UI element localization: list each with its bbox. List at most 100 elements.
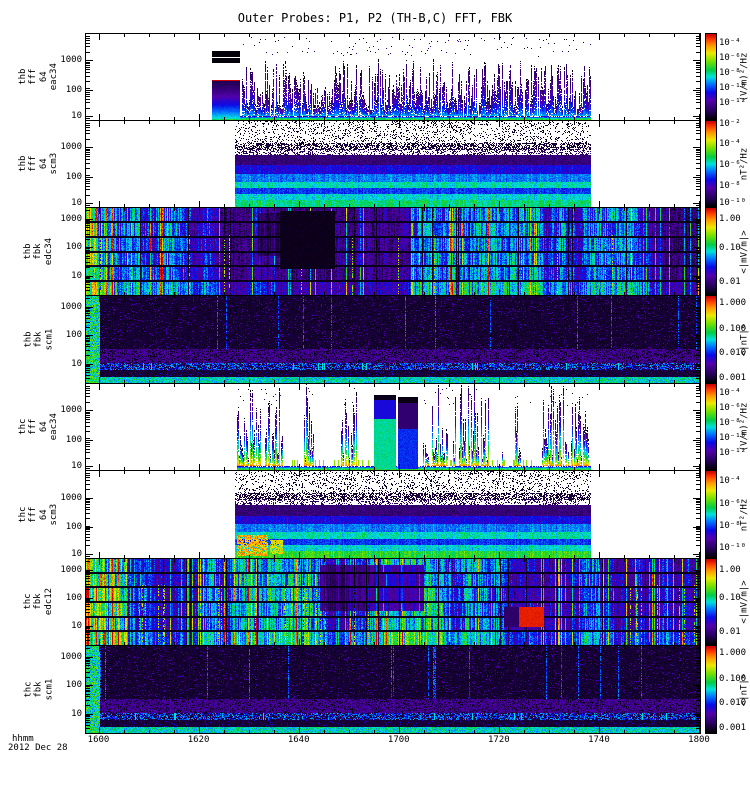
x-tick-label: 1640 <box>287 735 310 745</box>
y-tick-label: 1000 <box>60 213 82 224</box>
colorbar <box>705 558 717 646</box>
colorbar-tick-label: 0.100 <box>719 323 747 334</box>
colorbar-canvas <box>706 384 716 470</box>
y-tick-label: 10 <box>71 111 82 122</box>
colorbar-tick-label: 0.10 <box>719 242 741 253</box>
colorbar-tick-label: 0.010 <box>719 347 747 358</box>
colorbar-tick-label: 0.001 <box>719 372 747 383</box>
panel-canvas <box>86 559 700 645</box>
panel-canvas <box>86 296 700 383</box>
colorbar-tick-label: 1.000 <box>719 647 747 658</box>
colorbar <box>705 383 717 471</box>
colorbar-unit-label: <|nT|> <box>739 645 750 734</box>
colorbar-tick-label: 10⁻⁴ <box>719 138 741 149</box>
colorbar-unit-text: nT²/Hz <box>739 498 750 531</box>
colorbar-unit-label: (V/m)²/Hz <box>739 33 750 121</box>
colorbar-canvas <box>706 559 716 645</box>
y-axis-label: thb fff 64 eac34 <box>16 33 62 121</box>
colorbar-tick-label: 10⁻⁴ <box>719 476 741 487</box>
colorbar-tick-label: 10⁻⁶ <box>719 53 741 64</box>
colorbar-unit-text: (V/m)²/Hz <box>739 52 750 102</box>
colorbar-unit-text: <|mV/m|> <box>739 580 750 624</box>
x-tick-label: 1720 <box>487 735 510 745</box>
colorbar-tick-label: 10⁻⁶ <box>719 160 741 171</box>
y-axis-label: thc fff 64 eac34 <box>16 383 62 471</box>
colorbar-tick-label: 10⁻¹⁰ <box>719 82 747 93</box>
colorbar-canvas <box>706 208 716 295</box>
colorbar <box>705 207 717 296</box>
y-tick-label: 100 <box>65 434 82 445</box>
y-tick-label: 10 <box>71 620 82 631</box>
panel <box>85 383 701 471</box>
panel <box>85 120 701 208</box>
colorbar-tick-label: 1.00 <box>719 214 741 225</box>
y-tick-label: 100 <box>65 330 82 341</box>
y-tick-label: 10 <box>71 461 82 472</box>
y-axis-label: thb fff 64 scm3 <box>16 120 62 208</box>
y-tick-label: 10 <box>71 358 82 369</box>
colorbar-tick-label: 10⁻⁸ <box>719 68 741 79</box>
colorbar-canvas <box>706 646 716 733</box>
colorbar-tick-label: 10⁻¹⁰ <box>719 198 747 209</box>
plot-title: Outer Probes: P1, P2 (TH-B,C) FFT, FBK <box>237 11 513 25</box>
colorbar-unit-label: <|nT|> <box>739 295 750 384</box>
colorbar-unit-label: nT²/Hz <box>739 120 750 208</box>
panel <box>85 470 701 559</box>
colorbar-unit-label: <|mV/m|> <box>739 207 750 296</box>
colorbar-tick-label: 0.01 <box>719 276 741 287</box>
colorbar <box>705 33 717 121</box>
colorbar-unit-text: nT²/Hz <box>739 147 750 181</box>
colorbar-tick-label: 10⁻⁴ <box>719 388 741 399</box>
y-tick-label: 1000 <box>60 55 82 66</box>
y-tick-label: 1000 <box>60 651 82 662</box>
panel <box>85 645 701 734</box>
colorbar <box>705 120 717 208</box>
colorbar-tick-label: 0.10 <box>719 593 741 604</box>
y-tick-label: 100 <box>65 592 82 603</box>
y-axis-label: thc fff 64 scm3 <box>16 470 62 559</box>
colorbar-tick-label: 1.00 <box>719 565 741 576</box>
colorbar-tick-label: 10⁻⁸ <box>719 180 741 191</box>
colorbar-tick-label: 10⁻¹² <box>719 447 747 458</box>
x-tick-label: 1740 <box>588 735 610 745</box>
panel-canvas <box>86 208 700 295</box>
panel <box>85 295 701 384</box>
colorbar-tick-label: 10⁻⁶ <box>719 403 741 414</box>
colorbar <box>705 470 717 559</box>
y-tick-label: 10 <box>71 198 82 209</box>
colorbar-canvas <box>706 471 716 558</box>
x-axis-date-label: 2012 Dec 28 <box>8 743 68 753</box>
colorbar-tick-label: 10⁻⁶ <box>719 498 741 509</box>
colorbar-tick-label: 10⁻¹² <box>719 97 747 108</box>
x-tick-label: 1600 <box>87 735 110 745</box>
colorbar-unit-text: <|nT|> <box>739 323 750 356</box>
panel-canvas <box>86 121 700 207</box>
y-tick-label: 1000 <box>60 142 82 153</box>
colorbar-tick-label: 0.010 <box>719 697 747 708</box>
colorbar-tick-label: 0.01 <box>719 627 741 638</box>
y-tick-label: 1000 <box>60 492 82 503</box>
x-tick-label: 1800 <box>688 735 710 745</box>
panel <box>85 33 701 121</box>
colorbar-tick-label: 0.100 <box>719 673 747 684</box>
panel <box>85 207 701 296</box>
colorbar-canvas <box>706 34 716 120</box>
y-tick-label: 10 <box>71 549 82 560</box>
colorbar-unit-text: (V/m)²/Hz <box>739 402 750 452</box>
panel-canvas <box>86 471 700 558</box>
colorbar-canvas <box>706 296 716 383</box>
y-tick-label: 10 <box>71 270 82 281</box>
x-tick-label: 1620 <box>187 735 210 745</box>
colorbar-tick-label: 1.000 <box>719 297 747 308</box>
panel-canvas <box>86 34 700 120</box>
y-tick-label: 100 <box>65 84 82 95</box>
colorbar-unit-label: <|mV/m|> <box>739 558 750 646</box>
y-tick-label: 1000 <box>60 405 82 416</box>
y-tick-label: 100 <box>65 522 82 533</box>
colorbar-tick-label: 10⁻⁸ <box>719 418 741 429</box>
colorbar-unit-text: <|nT|> <box>739 673 750 706</box>
colorbar <box>705 295 717 384</box>
colorbar-unit-label: (V/m)²/Hz <box>739 383 750 471</box>
colorbar-tick-label: 10⁻⁸ <box>719 521 741 532</box>
